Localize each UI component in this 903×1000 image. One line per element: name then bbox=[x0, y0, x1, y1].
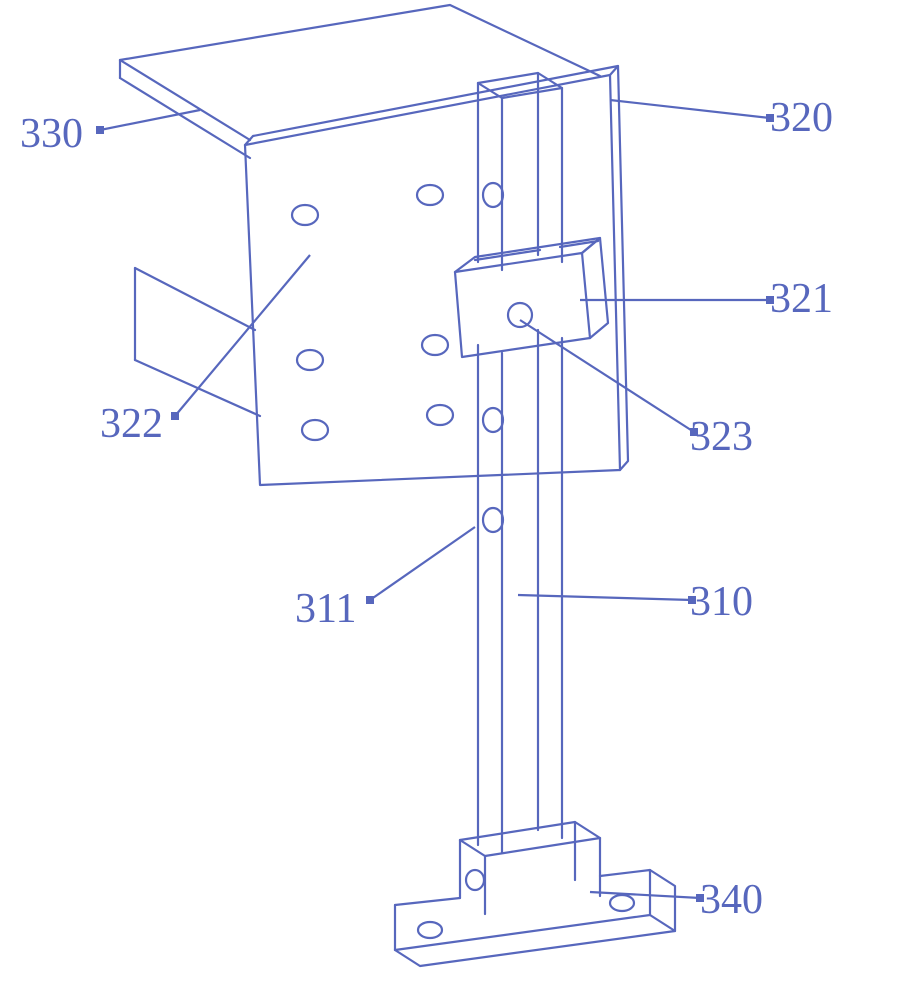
callout-label-320: 320 bbox=[770, 94, 833, 142]
callout-label-340: 340 bbox=[700, 876, 763, 924]
part-322-plate-holes bbox=[292, 185, 453, 440]
bracket-assembly-diagram bbox=[0, 0, 903, 1000]
callout-label-330: 330 bbox=[20, 110, 83, 158]
part-321-sleeve bbox=[455, 238, 608, 357]
part-311-post-holes bbox=[483, 183, 503, 532]
callout-label-322: 322 bbox=[100, 400, 163, 448]
callout-label-310: 310 bbox=[690, 578, 753, 626]
part-310-post bbox=[478, 73, 562, 853]
callout-label-311: 311 bbox=[295, 585, 356, 633]
part-330-channel bbox=[120, 5, 600, 416]
part-320-back-plate bbox=[245, 66, 628, 485]
part-323-sleeve-hole bbox=[508, 303, 532, 327]
callout-label-323: 323 bbox=[690, 413, 753, 461]
callout-label-321: 321 bbox=[770, 275, 833, 323]
